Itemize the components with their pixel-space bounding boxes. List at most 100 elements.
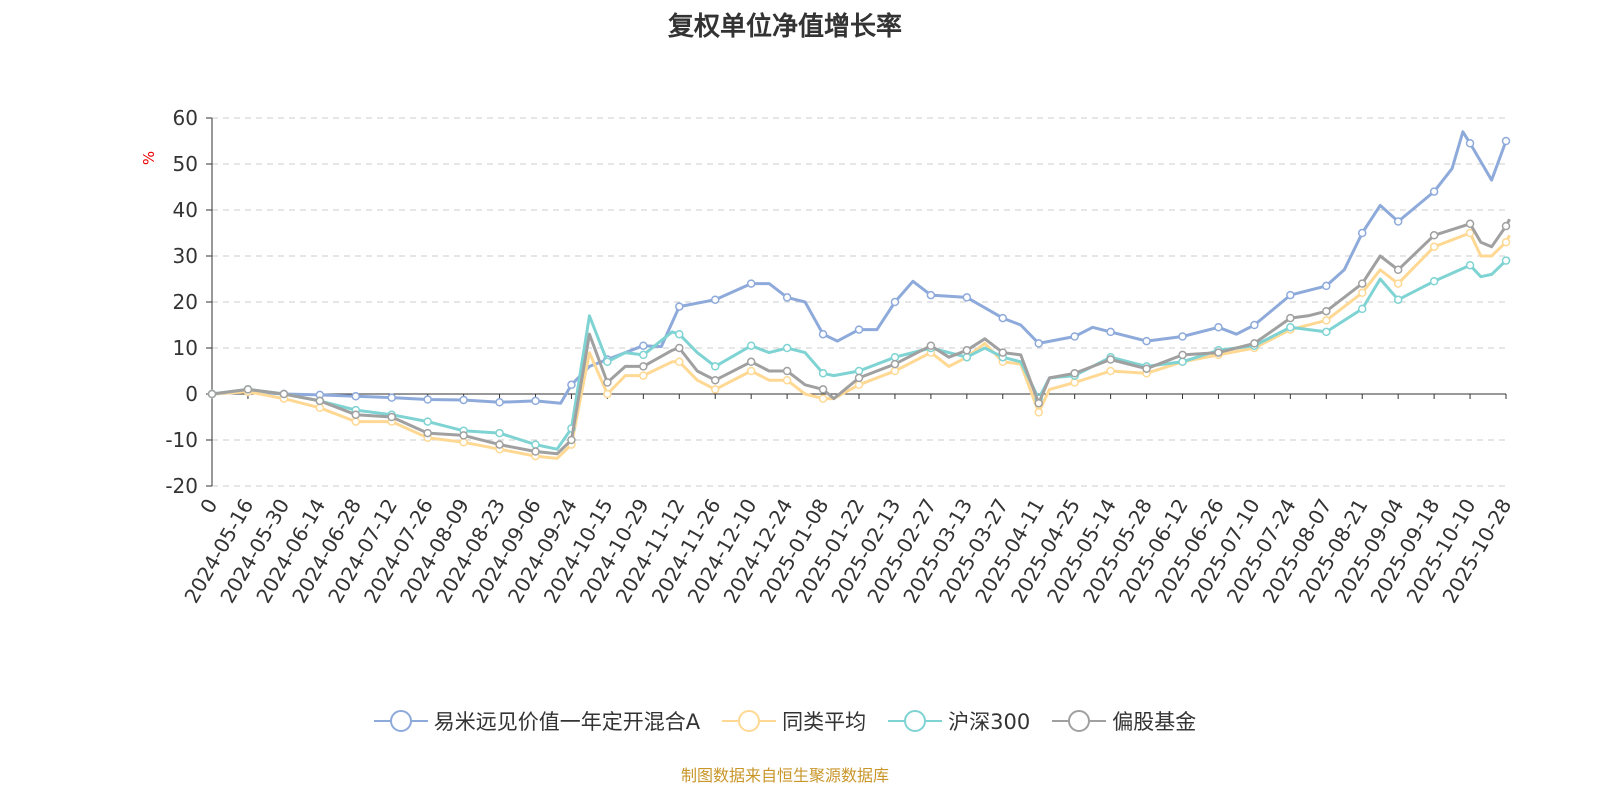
y-tick-label: 0	[185, 382, 198, 406]
line-chart: -20-100102030405060%02024-05-162024-05-3…	[140, 106, 1516, 607]
data-point	[351, 417, 361, 426]
data-point	[746, 366, 756, 376]
data-point	[818, 385, 828, 394]
data-point	[639, 371, 648, 380]
data-point	[1501, 136, 1511, 146]
y-tick-label: 50	[173, 152, 198, 176]
data-point	[1250, 320, 1259, 330]
data-point	[782, 343, 792, 353]
data-point	[603, 357, 612, 367]
data-point	[459, 431, 468, 440]
data-point	[818, 369, 828, 378]
data-point	[495, 428, 504, 438]
data-point	[1429, 277, 1439, 286]
data-point	[567, 380, 576, 390]
data-point	[746, 279, 756, 288]
data-point	[387, 412, 396, 422]
legend-label: 沪深300	[948, 710, 1031, 734]
data-point	[1322, 316, 1331, 325]
y-tick-label: 10	[173, 336, 198, 360]
legend: 易米远见价值一年定开混合A 同类平均 沪深300 偏股基金	[0, 706, 1570, 736]
data-point	[423, 428, 432, 438]
data-point	[1393, 295, 1403, 304]
series-3	[207, 218, 1511, 456]
data-point	[854, 373, 864, 383]
chart-title: 复权单位净值增长率	[667, 12, 902, 42]
data-point	[1070, 332, 1079, 341]
data-point	[962, 352, 972, 362]
data-point	[998, 348, 1008, 357]
data-point	[890, 359, 900, 369]
data-point	[207, 389, 217, 399]
data-point	[1322, 281, 1331, 291]
data-point	[1250, 339, 1259, 348]
data-point	[315, 403, 325, 413]
legend-label: 易米远见价值一年定开混合A	[433, 710, 701, 734]
data-point	[1501, 237, 1511, 247]
data-point	[1214, 348, 1223, 357]
data-point	[710, 362, 720, 371]
data-point	[962, 293, 972, 302]
data-point	[1429, 187, 1439, 196]
data-point	[1465, 139, 1475, 148]
y-tick-label: 60	[173, 106, 198, 130]
data-point	[1286, 290, 1295, 300]
data-point	[710, 385, 720, 394]
data-point	[603, 389, 612, 399]
data-point	[1393, 265, 1403, 275]
data-point	[1142, 364, 1151, 373]
x-tick-label: 0	[195, 495, 222, 518]
legend-item[interactable]: 沪深300	[888, 706, 1030, 736]
legend-marker-icon	[888, 710, 943, 732]
y-tick-label: -20	[165, 474, 198, 498]
data-point	[1501, 221, 1511, 231]
data-point	[1357, 228, 1367, 238]
data-point	[926, 290, 936, 300]
data-point	[962, 346, 972, 355]
data-point	[1214, 323, 1223, 332]
data-point	[1286, 323, 1295, 332]
legend-item[interactable]: 同类平均	[722, 706, 866, 736]
data-point	[1393, 279, 1403, 288]
data-point	[782, 366, 792, 376]
series-2	[207, 256, 1511, 451]
series-line	[211, 130, 1508, 405]
data-point	[746, 357, 756, 367]
y-tick-label: 20	[173, 290, 198, 314]
data-point	[639, 362, 648, 371]
data-point	[1357, 288, 1367, 298]
legend-item[interactable]: 易米远见价值一年定开混合A	[373, 706, 701, 736]
data-point	[675, 357, 684, 367]
data-point	[1070, 378, 1079, 387]
data-point	[1178, 350, 1187, 360]
data-point	[351, 410, 361, 419]
data-point	[854, 380, 864, 390]
legend-item[interactable]: 偏股基金	[1052, 706, 1196, 736]
legend-label: 同类平均	[782, 710, 867, 734]
data-point	[1178, 332, 1187, 341]
y-axis-label: %	[140, 151, 158, 165]
data-point	[1034, 398, 1043, 408]
source-note: 制图数据来自恒生聚源数据库	[680, 766, 889, 785]
data-point	[531, 447, 540, 456]
data-point	[1501, 256, 1511, 265]
data-point	[351, 392, 361, 401]
data-point	[1142, 336, 1151, 346]
data-point	[675, 329, 684, 339]
data-point	[1034, 339, 1043, 348]
data-point	[1322, 327, 1331, 337]
data-point	[675, 302, 684, 311]
data-point	[710, 375, 720, 385]
data-point	[243, 385, 253, 394]
data-point	[710, 295, 720, 304]
data-point	[639, 350, 648, 360]
data-point	[926, 341, 936, 350]
series-1	[207, 228, 1511, 461]
data-point	[531, 440, 540, 449]
data-point	[1106, 366, 1115, 376]
data-point	[567, 435, 576, 445]
data-point	[746, 341, 756, 350]
legend-marker-icon	[373, 710, 428, 732]
legend-marker-icon	[1052, 710, 1107, 732]
data-point	[531, 396, 540, 406]
